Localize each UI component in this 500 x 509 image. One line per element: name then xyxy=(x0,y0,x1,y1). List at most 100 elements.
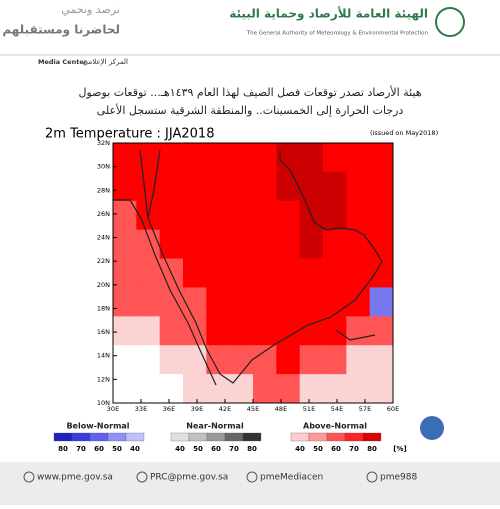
map-cell xyxy=(369,171,394,202)
map-cell xyxy=(136,374,161,404)
map-cell xyxy=(346,287,371,317)
map-cell xyxy=(183,200,207,231)
map-cell xyxy=(299,143,324,173)
map-cell xyxy=(276,200,301,231)
legend-swatch xyxy=(206,432,226,442)
legend-swatch xyxy=(344,432,364,442)
map-cell xyxy=(299,345,324,375)
x-tick-label: 42E xyxy=(219,405,231,413)
map-cell xyxy=(276,258,301,288)
map-issued: (issued on May2018) xyxy=(370,129,438,137)
map-cell xyxy=(369,287,394,317)
legend-tick: 40 xyxy=(175,445,185,453)
map-cell xyxy=(159,345,184,375)
map-cell xyxy=(136,287,161,317)
map-cell xyxy=(276,143,301,173)
map-cell xyxy=(276,171,301,202)
map-cell xyxy=(299,258,324,288)
map-cell xyxy=(183,345,207,375)
map-cell xyxy=(206,316,231,346)
slogan-1: نرصد ونحمي xyxy=(61,3,120,16)
map-cell xyxy=(276,287,301,317)
y-tick-label: 18N xyxy=(97,304,110,312)
map-cell xyxy=(369,345,394,375)
map-cell xyxy=(136,316,161,346)
socotra xyxy=(335,329,376,341)
map-cell xyxy=(206,258,231,288)
footer-link: www.pme.gov.sa xyxy=(37,473,113,483)
map-cell xyxy=(113,374,137,404)
map-cell xyxy=(276,345,301,375)
map-cell xyxy=(206,287,231,317)
map-cell xyxy=(159,171,184,202)
y-tick-label: 32N xyxy=(97,139,110,147)
y-tick-label: 28N xyxy=(97,186,110,194)
x-tick-label: 60E xyxy=(387,405,399,413)
footer-icon xyxy=(366,471,378,483)
map-cell xyxy=(369,374,394,404)
x-tick-label: 30E xyxy=(107,405,119,413)
map-cell xyxy=(229,143,254,173)
legend-label: Below-Normal xyxy=(66,422,129,431)
legend-tick: 40 xyxy=(295,445,305,453)
map-cell xyxy=(346,345,371,375)
coast-east xyxy=(147,150,383,384)
coastline xyxy=(113,149,383,386)
legend-swatch xyxy=(71,432,91,442)
map-cell xyxy=(253,171,277,202)
map-cell xyxy=(229,229,254,260)
map-cell xyxy=(346,258,371,288)
legend-swatch xyxy=(242,432,262,442)
map-cell xyxy=(253,229,277,260)
legend-tick: 60 xyxy=(211,445,221,453)
legend-label: Near-Normal xyxy=(186,422,244,431)
footer-link: PRC@pme.gov.sa xyxy=(150,473,228,483)
map-cell xyxy=(323,374,347,404)
map-cell xyxy=(276,374,301,404)
legend-tick: 60 xyxy=(94,445,104,453)
map-cell xyxy=(206,374,231,404)
map-cell xyxy=(253,345,277,375)
map-cell xyxy=(136,258,161,288)
map-cell xyxy=(113,258,137,288)
headline: درجات الحرارة إلى الخمسينات.. والمنطقة ا… xyxy=(97,103,404,117)
map-cell xyxy=(299,229,324,260)
map-cell xyxy=(369,143,394,173)
map-cell xyxy=(159,316,184,346)
map-cell xyxy=(113,345,137,375)
sinai xyxy=(139,149,161,219)
footer-band xyxy=(0,462,500,505)
map-cell xyxy=(369,258,394,288)
legend-tick: 50 xyxy=(112,445,122,453)
legend-label: Above-Normal xyxy=(303,422,367,431)
legend-swatch xyxy=(224,432,244,442)
x-tick-label: 45E xyxy=(247,405,259,413)
legend-tick: 50 xyxy=(193,445,203,453)
map-cell xyxy=(159,200,184,231)
footer-icon xyxy=(23,471,35,483)
legend-tick: 50 xyxy=(313,445,323,453)
map-cell xyxy=(299,287,324,317)
map-cell xyxy=(299,374,324,404)
legend-tick: 80 xyxy=(247,445,257,453)
map-cell xyxy=(299,316,324,346)
legend-unit: [%] xyxy=(393,445,406,453)
map-cell xyxy=(229,287,254,317)
headline: هيئة الأرصاد تصدر توقعات فصل الصيف لهذا … xyxy=(78,85,421,99)
y-tick-label: 30N xyxy=(97,163,110,171)
x-tick-label: 33E xyxy=(135,405,147,413)
map-cell xyxy=(159,229,184,260)
map-cell xyxy=(346,171,371,202)
y-tick-label: 24N xyxy=(97,234,110,242)
map-cell xyxy=(369,316,394,346)
map-cell xyxy=(159,374,184,404)
legend-tick: 80 xyxy=(58,445,68,453)
y-tick-label: 20N xyxy=(97,281,110,289)
legend-swatch xyxy=(308,432,328,442)
map-cell xyxy=(206,229,231,260)
map-cell xyxy=(183,229,207,260)
media-en: Media Center xyxy=(38,58,88,66)
map-cell xyxy=(346,316,371,346)
map-cell xyxy=(276,229,301,260)
map-cell xyxy=(113,316,137,346)
